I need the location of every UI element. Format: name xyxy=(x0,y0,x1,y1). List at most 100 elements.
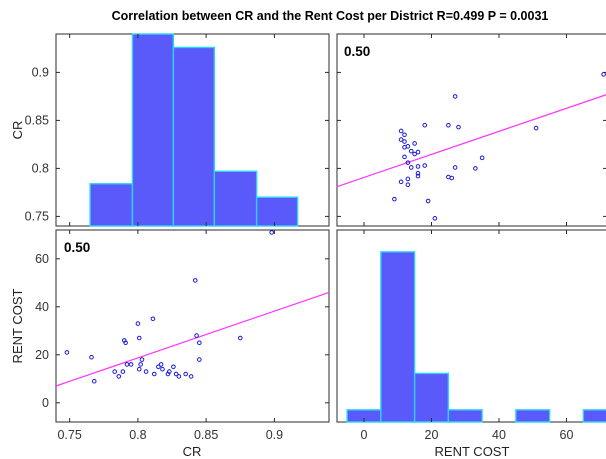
scatter-point xyxy=(412,151,417,157)
scatter-point xyxy=(89,354,94,360)
rent-histogram-bars xyxy=(346,251,606,423)
y-tick-label: 20 xyxy=(35,348,49,362)
scatter-point xyxy=(533,125,539,131)
rent-x-axis-label: RENT COST xyxy=(435,444,510,459)
cr-y-axis-label: CR xyxy=(10,121,25,140)
cr-histogram-bar xyxy=(255,196,299,227)
scatter-point xyxy=(415,164,421,169)
scatter-point xyxy=(456,124,461,130)
scatter-point xyxy=(432,216,438,221)
scatter-point xyxy=(422,163,428,168)
scatter-point xyxy=(166,369,172,374)
scatter-point xyxy=(192,278,198,283)
scatter-point xyxy=(116,374,122,379)
rent-histogram-bar xyxy=(515,409,551,423)
rent-y-axis-label: RENT COST xyxy=(10,289,25,364)
scatter-point xyxy=(128,362,134,367)
scatter-point xyxy=(398,179,404,185)
y-tick-label: 0.75 xyxy=(25,209,49,223)
scatter-point xyxy=(398,137,404,142)
y-tick-label: 0.9 xyxy=(32,65,49,79)
y-tick-label: 40 xyxy=(35,300,49,314)
y-tick-label: 0.85 xyxy=(25,113,49,127)
chart-title: Correlation between CR and the Rent Cost… xyxy=(112,9,549,23)
scatter-point xyxy=(123,340,128,346)
scatter-point xyxy=(425,198,431,204)
scatter-point xyxy=(156,364,161,370)
rent-histogram-bar xyxy=(380,251,416,423)
rent-vs-cr-points xyxy=(55,230,330,387)
y-tick-label: 0 xyxy=(42,396,49,410)
scatter-point xyxy=(151,371,157,377)
rent-histogram-bar xyxy=(447,409,483,423)
scatter-point xyxy=(405,176,411,182)
rent-histogram-panel xyxy=(336,229,606,423)
scatter-point xyxy=(408,148,414,154)
scatter-point xyxy=(188,374,194,379)
cr-vs-rent-points xyxy=(336,72,606,221)
scatter-point xyxy=(138,362,143,367)
scatter-point xyxy=(415,149,421,155)
scatter-point xyxy=(176,374,182,379)
x-tick-label: 0.75 xyxy=(57,428,81,442)
scatter-point xyxy=(405,144,411,149)
scatter-point xyxy=(135,321,141,326)
cr-histogram-bar xyxy=(89,183,134,227)
scatter-point xyxy=(143,369,149,374)
scatter-point xyxy=(412,141,417,146)
x-tick-label: 0.9 xyxy=(266,428,283,442)
rent-histogram-bar xyxy=(413,372,450,423)
scatter-point xyxy=(402,154,407,160)
scatter-point xyxy=(139,357,145,362)
rent-vs-cr-scatter-panel xyxy=(55,229,330,423)
x-tick-label: 0.8 xyxy=(129,428,146,442)
scatter-point xyxy=(183,371,188,377)
x-tick-label: 0 xyxy=(361,428,368,442)
scatter-point xyxy=(415,173,421,179)
scatter-point xyxy=(392,196,397,202)
scatter-point xyxy=(405,182,411,188)
scatter-point xyxy=(422,122,428,128)
scatter-point xyxy=(194,333,199,338)
scatter-point xyxy=(136,335,142,341)
y-tick-label: 0.8 xyxy=(32,161,49,175)
rent-histogram-bar xyxy=(582,409,606,423)
cr-histogram-bar xyxy=(131,33,175,227)
scatter-point xyxy=(402,132,407,138)
scatter-point xyxy=(402,139,407,144)
scatter-point xyxy=(197,340,202,346)
axis-ticks: 0.75 0.8 0.85 0.9 0 20 40 60 0.75 0.8 0.85 0.9 0 20 40… xyxy=(25,34,606,442)
y-tick-label: 60 xyxy=(35,252,49,266)
x-tick-label: 0.85 xyxy=(194,428,218,442)
scatter-point xyxy=(91,378,97,384)
cr-histogram-bar xyxy=(172,46,216,227)
scatter-point xyxy=(398,128,404,134)
correlation-label-top: 0.50 xyxy=(344,44,370,59)
scatter-point xyxy=(446,122,451,128)
cr-vs-rent-scatter-panel xyxy=(336,33,606,227)
scatter-point xyxy=(173,371,179,377)
scatter-point xyxy=(136,366,142,372)
scatter-point xyxy=(120,369,126,374)
scatter-point xyxy=(197,357,202,362)
scatter-point xyxy=(237,335,243,341)
scatter-point xyxy=(452,94,458,99)
scatter-point xyxy=(452,165,458,170)
cr-histogram-bar xyxy=(213,170,258,227)
scatter-point xyxy=(415,170,421,176)
cr-x-axis-label: CR xyxy=(183,444,202,459)
x-tick-label: 20 xyxy=(425,428,439,442)
cr-histogram-bars xyxy=(89,33,299,227)
scatter-point xyxy=(269,230,274,235)
scatter-point xyxy=(64,350,70,355)
correlation-label-bottom: 0.50 xyxy=(64,240,90,255)
scatter-point xyxy=(160,366,165,372)
fit-line-top xyxy=(336,94,606,188)
fit-line-bottom xyxy=(55,291,330,387)
scatter-point xyxy=(473,166,478,171)
scatter-point xyxy=(171,364,176,370)
scatter-point xyxy=(408,165,414,170)
scatter-point xyxy=(150,316,156,322)
scatter-point xyxy=(158,362,164,367)
